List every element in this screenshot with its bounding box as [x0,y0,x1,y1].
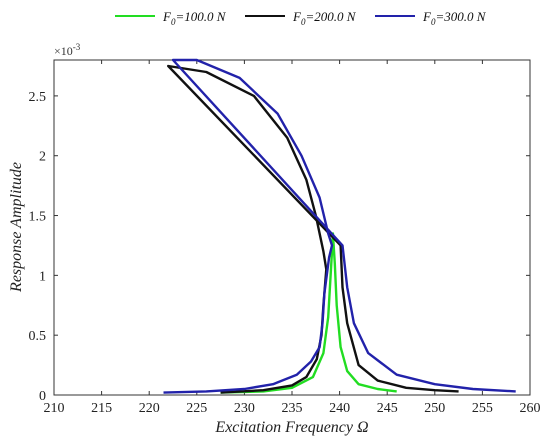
y-tick-label: 1.5 [29,210,47,225]
x-tick-label: 235 [282,401,303,416]
x-tick-label: 215 [91,401,112,416]
y-tick-label: 0 [39,389,46,404]
x-tick-label: 250 [424,401,445,416]
series-line-0 [220,232,397,394]
x-axis: 210 215 220 225 230 235 240 245 250 255 260 [44,60,541,416]
plot-series [163,58,516,394]
x-tick-label: 210 [44,401,65,416]
y-multiplier: ×10-3 [54,42,81,58]
legend-label-0: F0=100.0 N [162,9,227,27]
legend-label-2: F0=300.0 N [422,9,487,27]
y-axis: 0 0.5 1 1.5 2 2.5 [29,90,530,404]
plot-frame [53,59,531,396]
y-tick-label: 1 [39,269,46,284]
x-tick-label: 225 [186,401,207,416]
y-axis-label: Response Amplitude [8,162,25,293]
x-tick-label: 220 [139,401,160,416]
y-tick-label: 2.5 [29,90,47,105]
x-tick-label: 245 [377,401,398,416]
x-tick-label: 260 [520,401,541,416]
series-line-1 [166,64,459,394]
legend: F0=100.0 N F0=200.0 N F0=300.0 N [115,9,487,27]
x-tick-label: 255 [472,401,493,416]
series-line-2 [163,58,516,394]
y-tick-label: 0.5 [29,329,47,344]
x-axis-label: Excitation Frequency Ω [214,419,368,436]
y-tick-label: 2 [39,150,46,165]
legend-label-1: F0=200.0 N [292,9,357,27]
x-tick-label: 230 [234,401,255,416]
x-tick-label: 240 [329,401,350,416]
